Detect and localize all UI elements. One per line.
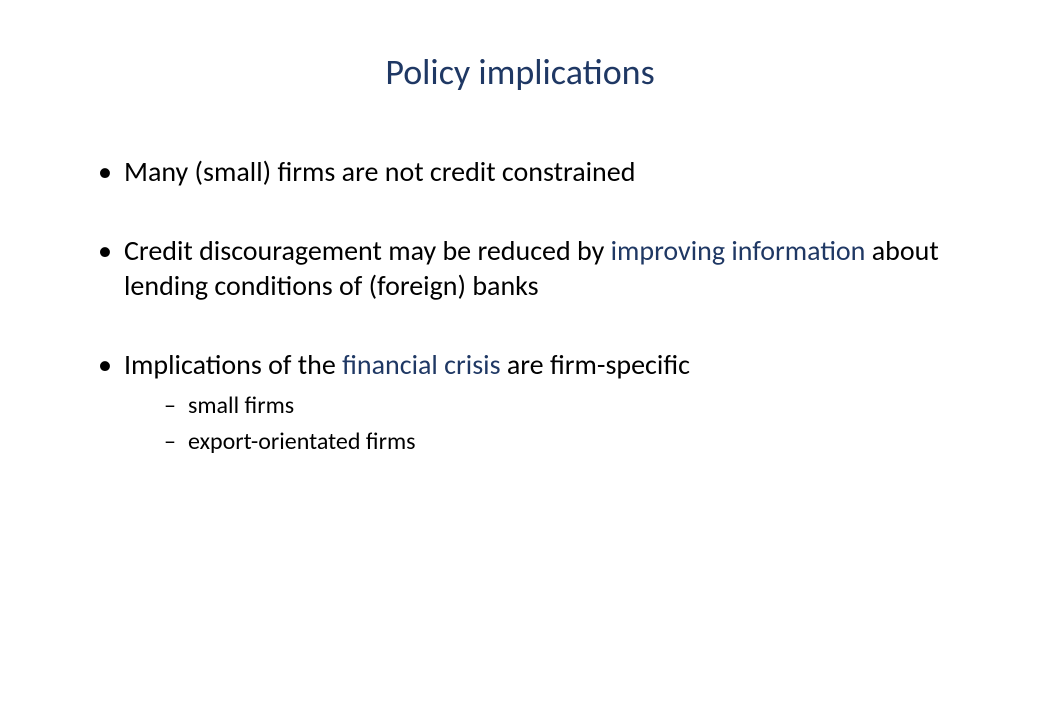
sub-list: small firms export-orientated firms <box>158 390 950 459</box>
bullet-item: Many (small) firms are not credit constr… <box>90 154 950 189</box>
bullet-text: Implications of the financial crisis are… <box>124 347 690 382</box>
bullet-item: Implications of the financial crisis are… <box>90 347 950 459</box>
plain-text: Credit discouragement may be reduced by <box>124 233 611 268</box>
slide-title: Policy implications <box>90 50 950 94</box>
accent-text: financial crisis <box>342 347 500 382</box>
bullet-item: Credit discouragement may be reduced by … <box>90 233 950 303</box>
slide: Policy implications Many (small) firms a… <box>0 0 1040 720</box>
sub-item: export-orientated firms <box>158 426 950 458</box>
bullet-text: Credit discouragement may be reduced by … <box>124 233 939 303</box>
bullet-text: Many (small) firms are not credit constr… <box>124 154 635 189</box>
plain-text: Many (small) firms are not credit constr… <box>124 154 635 189</box>
bullet-list: Many (small) firms are not credit constr… <box>90 154 950 459</box>
plain-text: are firm-specific <box>501 347 690 382</box>
plain-text: Implications of the <box>124 347 342 382</box>
sub-item: small firms <box>158 390 950 422</box>
accent-text: improving information <box>611 233 866 268</box>
